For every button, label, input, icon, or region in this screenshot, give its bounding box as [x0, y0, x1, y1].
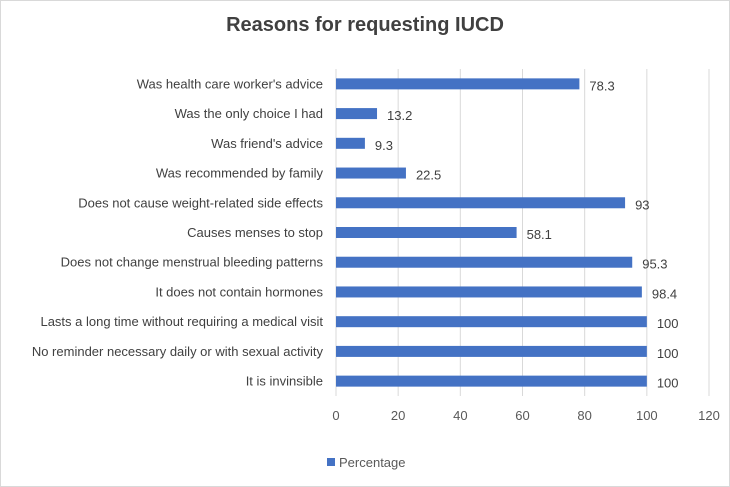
bar — [336, 256, 633, 268]
bar — [336, 227, 517, 238]
bars — [336, 78, 647, 387]
category-labels: Was health care worker's advice Was the o… — [32, 76, 324, 388]
bar — [336, 108, 378, 120]
bar — [336, 137, 365, 149]
bar — [336, 345, 647, 357]
category-label: It does not contain hormones — [155, 284, 323, 299]
x-tick-label: 120 — [698, 408, 720, 423]
bar — [336, 375, 647, 387]
data-label: 22.5 — [416, 168, 441, 183]
category-label: Was the only choice I had — [175, 106, 323, 121]
category-label: Was health care worker's advice — [137, 76, 323, 91]
bar — [336, 197, 626, 209]
category-label: No reminder necessary daily or with sexu… — [32, 344, 324, 359]
x-tick-label: 100 — [636, 408, 658, 423]
category-label: Causes menses to stop — [187, 225, 323, 240]
legend-swatch — [327, 458, 335, 466]
data-label: 78.3 — [589, 78, 614, 93]
x-tick-label: 60 — [515, 408, 529, 423]
category-label: Was recommended by family — [156, 166, 324, 181]
x-tick-label: 40 — [453, 408, 467, 423]
data-label: 95.3 — [642, 257, 667, 272]
data-label: 13.2 — [387, 108, 412, 123]
data-labels: 78.3 13.2 9.3 22.5 93 58.1 95.3 98.4 100 100 100 — [375, 78, 679, 390]
x-tick-label: 20 — [391, 408, 405, 423]
legend-label: Percentage — [339, 455, 406, 470]
bar — [336, 286, 642, 298]
data-label: 58.1 — [527, 227, 552, 242]
category-label: Lasts a long time without requiring a me… — [40, 314, 323, 329]
bar — [336, 167, 406, 179]
data-label: 100 — [657, 346, 679, 361]
data-label: 98.4 — [652, 286, 677, 301]
category-label: Was friend's advice — [211, 136, 323, 151]
data-label: 100 — [657, 376, 679, 391]
legend: Percentage — [327, 455, 406, 470]
category-label: Does not change menstrual bleeding patte… — [61, 255, 324, 270]
data-label: 93 — [635, 197, 649, 212]
chart-title: Reasons for requesting IUCD — [226, 14, 504, 36]
x-axis-ticks: 0 20 40 60 80 100 120 — [332, 408, 719, 423]
data-label: 100 — [657, 316, 679, 331]
data-label: 9.3 — [375, 138, 393, 153]
category-label: It is invinsible — [246, 374, 323, 389]
category-label: Does not cause weight-related side effec… — [78, 195, 323, 210]
x-tick-label: 80 — [577, 408, 591, 423]
bar — [336, 316, 647, 328]
bar — [336, 78, 580, 90]
x-tick-label: 0 — [332, 408, 339, 423]
